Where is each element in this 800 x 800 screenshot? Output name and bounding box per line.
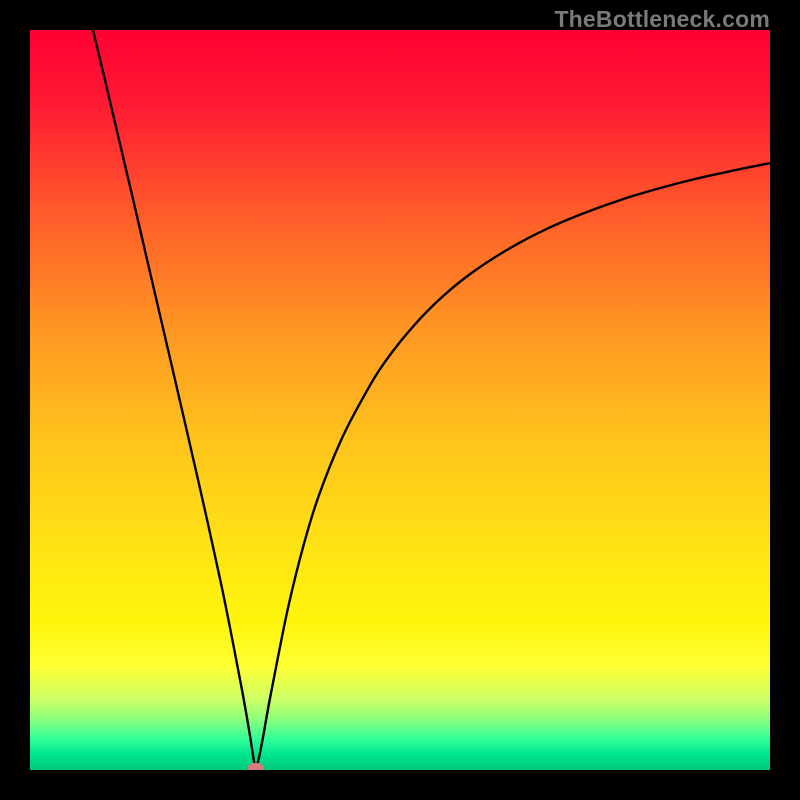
watermark-text: TheBottleneck.com: [554, 6, 770, 33]
chart-background: [30, 30, 770, 770]
chart-outer: TheBottleneck.com: [0, 0, 800, 800]
plot-area: [30, 30, 770, 770]
bottleneck-chart: [30, 30, 770, 770]
